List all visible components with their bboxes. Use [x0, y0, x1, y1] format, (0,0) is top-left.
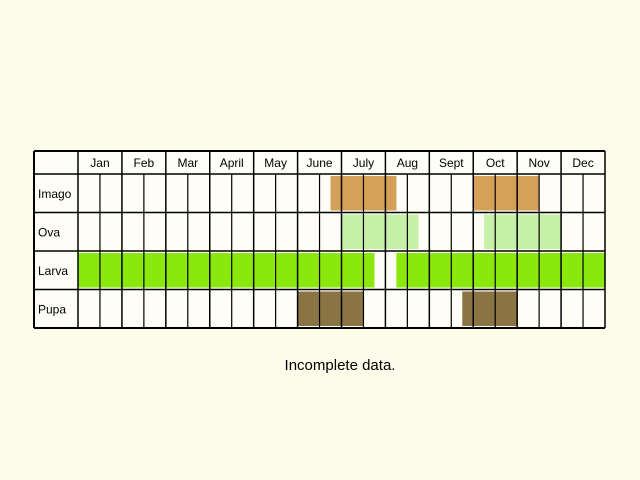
- activity-bar-ova-1: [341, 214, 419, 249]
- month-label-april: April: [220, 156, 244, 170]
- month-label-sept: Sept: [439, 156, 464, 170]
- month-label-jan: Jan: [90, 156, 109, 170]
- stage-label-pupa: Pupa: [38, 302, 66, 316]
- month-label-nov: Nov: [528, 156, 549, 170]
- activity-bar-pupa-1: [297, 291, 364, 326]
- activity-bar-imago-2: [473, 176, 540, 211]
- activity-bar-ova-2: [484, 214, 562, 249]
- month-label-oct: Oct: [486, 156, 505, 170]
- month-label-mar: Mar: [177, 156, 198, 170]
- stage-label-ova: Ova: [38, 225, 60, 239]
- month-label-aug: Aug: [397, 156, 418, 170]
- caption: Incomplete data.: [284, 357, 396, 374]
- stage-label-imago: Imago: [38, 187, 72, 201]
- month-label-may: May: [264, 156, 287, 170]
- month-label-june: June: [307, 156, 333, 170]
- month-label-july: July: [353, 156, 374, 170]
- activity-bar-larva-2: [396, 253, 605, 288]
- month-label-dec: Dec: [572, 156, 593, 170]
- activity-bar-pupa-2: [462, 291, 518, 326]
- activity-bar-larva-1: [78, 253, 375, 288]
- stage-label-larva: Larva: [38, 264, 68, 278]
- month-label-feb: Feb: [134, 156, 155, 170]
